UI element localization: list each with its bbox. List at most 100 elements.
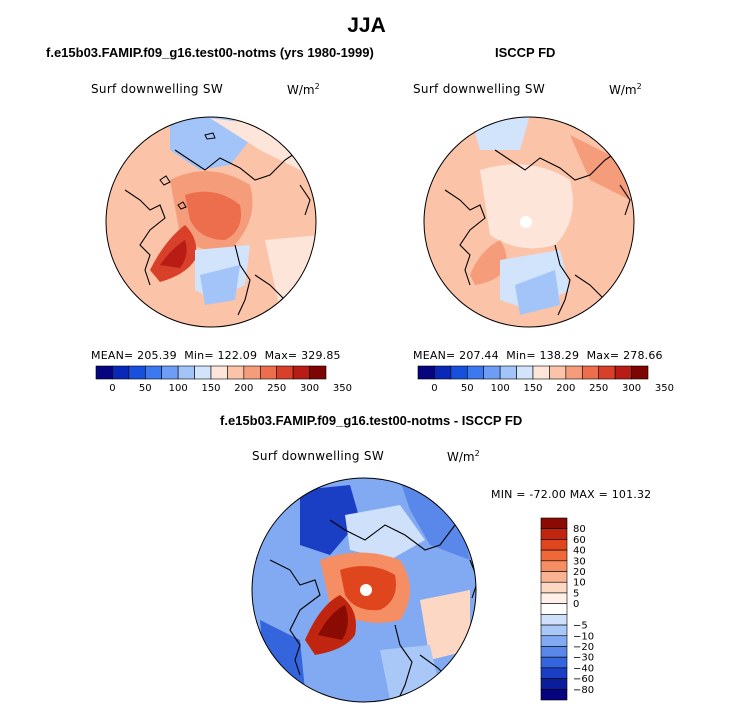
colorbar-1-box-7 [210,365,228,380]
panel-1-max-label: Max= [264,349,298,362]
panel-2-max-value: 278.66 [623,349,663,362]
panel-1-stats: MEAN= 205.39 Min= 122.09 Max= 329.85 [91,349,341,362]
colorbar-3-tick-9: −10 [573,631,594,642]
colorbar-3-box-1 [540,528,568,540]
colorbar-1-box-10 [259,365,278,380]
panel-2-stats: MEAN= 207.44 Min= 138.29 Max= 278.66 [413,349,663,362]
panel-2-min-value: 138.29 [539,349,580,362]
colorbar-2-tick-4: 200 [556,383,575,394]
colorbar-1-tick-3: 150 [201,383,220,394]
colorbar-3-box-16 [540,688,568,701]
colorbar-3-tick-12: −40 [573,663,594,674]
colorbar-3-tick-13: −60 [573,674,594,685]
colorbar-1-tick-1: 50 [139,383,152,394]
map-1-field-greenland-core [160,240,187,268]
colorbar-3-tick-14: −80 [573,685,594,696]
colorbar-3-box-11 [540,635,568,647]
map-2-field-greenland [470,240,507,285]
colorbar-1-box-9 [243,365,261,380]
map-2-field-atlantic-blue [515,270,560,315]
map-1-islands [159,132,216,210]
panel-2-mean-value: 207.44 [459,349,499,362]
colorbar-2-box-12 [614,365,632,380]
panel-3-variable-label: Surf downwelling SW [252,449,384,463]
colorbar-1-tick-4: 200 [234,383,253,394]
colorbar-2-tick-2: 100 [491,383,510,394]
colorbar-2-box-4 [483,365,501,380]
colorbar-2-box-3 [466,365,485,380]
panel-2-map [424,117,634,327]
map-1-field-strong [185,191,241,240]
colorbar-3-box-12 [540,646,568,658]
colorbar-2-box-9 [565,365,583,380]
colorbar-1-box-6 [194,365,212,380]
colorbar-2-box-10 [581,365,600,380]
colorbar-3-box-0 [540,517,568,530]
panel-3-title: f.e15b03.FAMIP.f09_g16.test00-notms - IS… [220,413,523,428]
colorbar-3-tick-10: −20 [573,642,594,653]
map-1-coastline [124,149,311,316]
colorbar-3-box-10 [540,624,568,637]
map-3-field-white-arctic [345,505,425,560]
colorbar-1-box-1 [112,365,130,380]
colorbar-2-tick-5: 250 [589,383,608,394]
colorbar-1-tick-7: 350 [333,383,352,394]
colorbar-1-tick-6: 300 [300,383,319,394]
panel-2-colorbar: 0 50 100 150 200 250 300 350 [417,365,674,394]
map-3-field-greenland-core [318,605,348,640]
panel-1-colorbar: 0 50 100 150 200 250 300 350 [95,365,352,394]
main-title: JJA [347,14,386,37]
colorbar-3-tick-6: 5 [573,588,579,599]
colorbar-3-tick-3: 30 [573,556,586,567]
colorbar-3-box-5 [540,571,568,583]
colorbar-3-box-2 [540,539,568,551]
panel-1-mean-label: MEAN= [91,349,134,362]
colorbar-2-box-7 [532,365,550,380]
colorbar-3-box-7 [540,592,568,604]
map-2-field-east-mid [570,135,630,200]
colorbar-2-box-5 [499,365,517,380]
colorbar-2-box-2 [450,365,468,380]
colorbar-1-box-12 [292,365,310,380]
colorbar-3-box-15 [540,678,568,690]
panel-2-units: W/m2 [609,82,642,97]
colorbar-1-box-2 [128,365,146,380]
colorbar-3-box-6 [540,581,568,594]
panel-1-units: W/m2 [287,82,320,97]
colorbar-2-box-6 [516,365,534,380]
map-3-boundary [251,477,477,703]
map-2-boundary [423,116,635,328]
panel-2-max-label: Max= [586,349,620,362]
colorbar-1-box-8 [227,365,245,380]
colorbar-1-box-11 [276,365,294,380]
colorbar-3-box-14 [540,667,568,679]
colorbar-2-tick-1: 50 [461,383,474,394]
colorbar-3-box-13 [540,656,568,669]
colorbar-3-box-4 [540,560,568,572]
colorbar-2-box-11 [598,365,616,380]
colorbar-3-tick-4: 20 [573,567,586,578]
panel-2-min-label: Min= [506,349,536,362]
colorbar-2-tick-3: 150 [523,383,542,394]
map-3-field-pale-east [420,590,470,660]
colorbar-3-tick-8: −5 [573,621,588,632]
panel-3-stats: MIN = -72.00 MAX = 101.32 [491,488,652,501]
colorbar-1-tick-5: 250 [267,383,286,394]
colorbar-2-tick-7: 350 [655,383,674,394]
map-3-pole-hole [360,584,372,596]
panel-1-mean-value: 205.39 [137,349,177,362]
panel-2-title: ISCCP FD [495,45,556,60]
colorbar-2-box-13 [631,365,649,380]
colorbar-3-tick-0: 80 [573,524,586,535]
map-3-coastline [269,514,476,701]
map-3-field-blue-ne [400,480,470,560]
colorbar-2-box-0 [417,365,435,380]
colorbar-1-box-0 [95,365,113,380]
colorbar-1-tick-0: 0 [109,383,115,394]
map-1-boundary [105,116,317,328]
colorbar-2-tick-6: 300 [622,383,641,394]
panel-1-min-value: 122.09 [217,349,258,362]
map-2-coastline [444,149,631,316]
